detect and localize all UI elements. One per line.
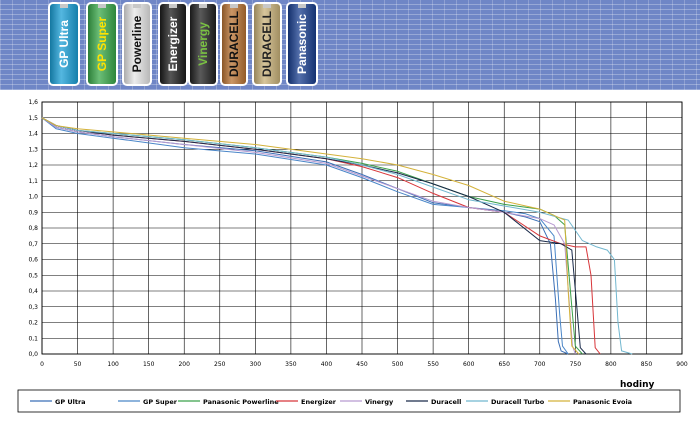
y-tick-label: 0,4	[28, 288, 38, 295]
y-tick-label: 0,9	[28, 209, 38, 216]
battery-image: Vinergy	[190, 4, 216, 84]
x-tick-label: 650	[498, 361, 510, 368]
battery-brand-label: Panasonic	[295, 13, 309, 75]
battery-brand-label: DURACELL	[260, 11, 274, 77]
x-tick-label: 200	[178, 361, 190, 368]
battery-image: Panasonic	[288, 4, 316, 84]
x-tick-label: 300	[250, 361, 262, 368]
battery-image: DURACELL	[254, 4, 280, 84]
y-tick-label: 0,0	[28, 351, 38, 358]
x-tick-label: 750	[570, 361, 582, 368]
series-line-duracell	[41, 117, 587, 355]
y-tick-label: 0,3	[28, 304, 38, 311]
plot-area-border	[41, 101, 683, 355]
y-tick-label: 1,4	[28, 131, 38, 138]
battery-tip	[230, 4, 238, 8]
legend-label: Panasonic Evoia	[573, 398, 632, 406]
battery-tip	[133, 4, 141, 8]
battery-brand-label: Energizer	[166, 16, 180, 72]
battery-banner: GP Ultra GP Super Powerline Energizer Vinerg…	[0, 0, 700, 90]
y-tick-label: 1,5	[28, 115, 38, 122]
series-line-panasonic-evoia	[41, 117, 580, 355]
battery-tip	[263, 4, 271, 8]
y-tick-label: 1,3	[28, 146, 38, 153]
x-tick-label: 450	[356, 361, 368, 368]
x-tick-label: 900	[676, 361, 688, 368]
battery-brand-label: GP Ultra	[57, 20, 71, 68]
battery-brand-label: GP Super	[95, 16, 109, 72]
chart-legend: GP Ultra GP Super Panasonic Powerline Energ…	[17, 389, 681, 413]
legend-label: Vinergy	[365, 398, 394, 406]
battery-tip	[199, 4, 207, 8]
battery-image: GP Super	[88, 4, 116, 84]
y-tick-label: 1,6	[28, 99, 38, 106]
x-tick-label: 50	[74, 361, 82, 368]
y-tick-label: 0,5	[28, 272, 38, 279]
battery-brand-label: DURACELL	[227, 11, 241, 77]
x-tick-label: 500	[392, 361, 404, 368]
chart-frame: 0 50 100 150 200 250 300 350 400 450 500 550 600 650 7…	[0, 90, 700, 426]
legend-label: Duracell	[431, 398, 461, 406]
legend-label: GP Super	[143, 398, 178, 406]
x-tick-label: 350	[285, 361, 297, 368]
legend-label: GP Ultra	[55, 398, 86, 406]
y-tick-label: 1,0	[28, 194, 38, 201]
battery-image: Powerline	[124, 4, 150, 84]
y-tick-label: 0,7	[28, 241, 38, 248]
x-tick-label: 100	[107, 361, 119, 368]
battery-tip	[97, 4, 107, 8]
x-tick-label: 700	[534, 361, 546, 368]
battery-brand-label: Powerline	[130, 15, 144, 73]
x-tick-label: 800	[605, 361, 617, 368]
battery-tip	[169, 4, 177, 8]
series-line-duracell-turbo	[41, 117, 633, 355]
y-tick-label: 0,2	[28, 320, 38, 327]
x-tick-label: 150	[143, 361, 155, 368]
chart-tick-labels: 0 50 100 150 200 250 300 350 400 450 500 550 600 650 7…	[28, 99, 687, 368]
x-tick-label: 250	[214, 361, 226, 368]
battery-image: GP Ultra	[50, 4, 78, 84]
y-tick-label: 0,1	[28, 335, 38, 342]
legend-label: Energizer	[301, 398, 337, 406]
x-tick-label: 400	[321, 361, 333, 368]
series-line-gp-super	[41, 117, 569, 355]
battery-image: Energizer	[160, 4, 186, 84]
y-tick-label: 1,2	[28, 162, 38, 169]
battery-tip	[297, 4, 307, 8]
x-tick-label: 550	[427, 361, 439, 368]
battery-image: DURACELL	[222, 4, 246, 84]
y-tick-label: 1,1	[28, 178, 38, 185]
chart-background	[0, 90, 700, 426]
x-tick-label: 850	[641, 361, 653, 368]
x-axis-label: hodiny	[620, 380, 655, 390]
x-tick-label: 600	[463, 361, 475, 368]
y-tick-label: 0,8	[28, 225, 38, 232]
series-line-vinergy	[41, 117, 576, 355]
battery-tip	[59, 4, 69, 8]
legend-label: Duracell Turbo	[491, 398, 545, 406]
discharge-chart: 0 50 100 150 200 250 300 350 400 450 500 550 600 650 7…	[0, 90, 700, 426]
chart-series	[41, 117, 633, 355]
y-tick-label: 0,6	[28, 257, 38, 264]
battery-brand-label: Vinergy	[196, 22, 210, 66]
legend-label: Panasonic Powerline	[203, 398, 279, 406]
x-tick-label: 0	[40, 361, 44, 368]
